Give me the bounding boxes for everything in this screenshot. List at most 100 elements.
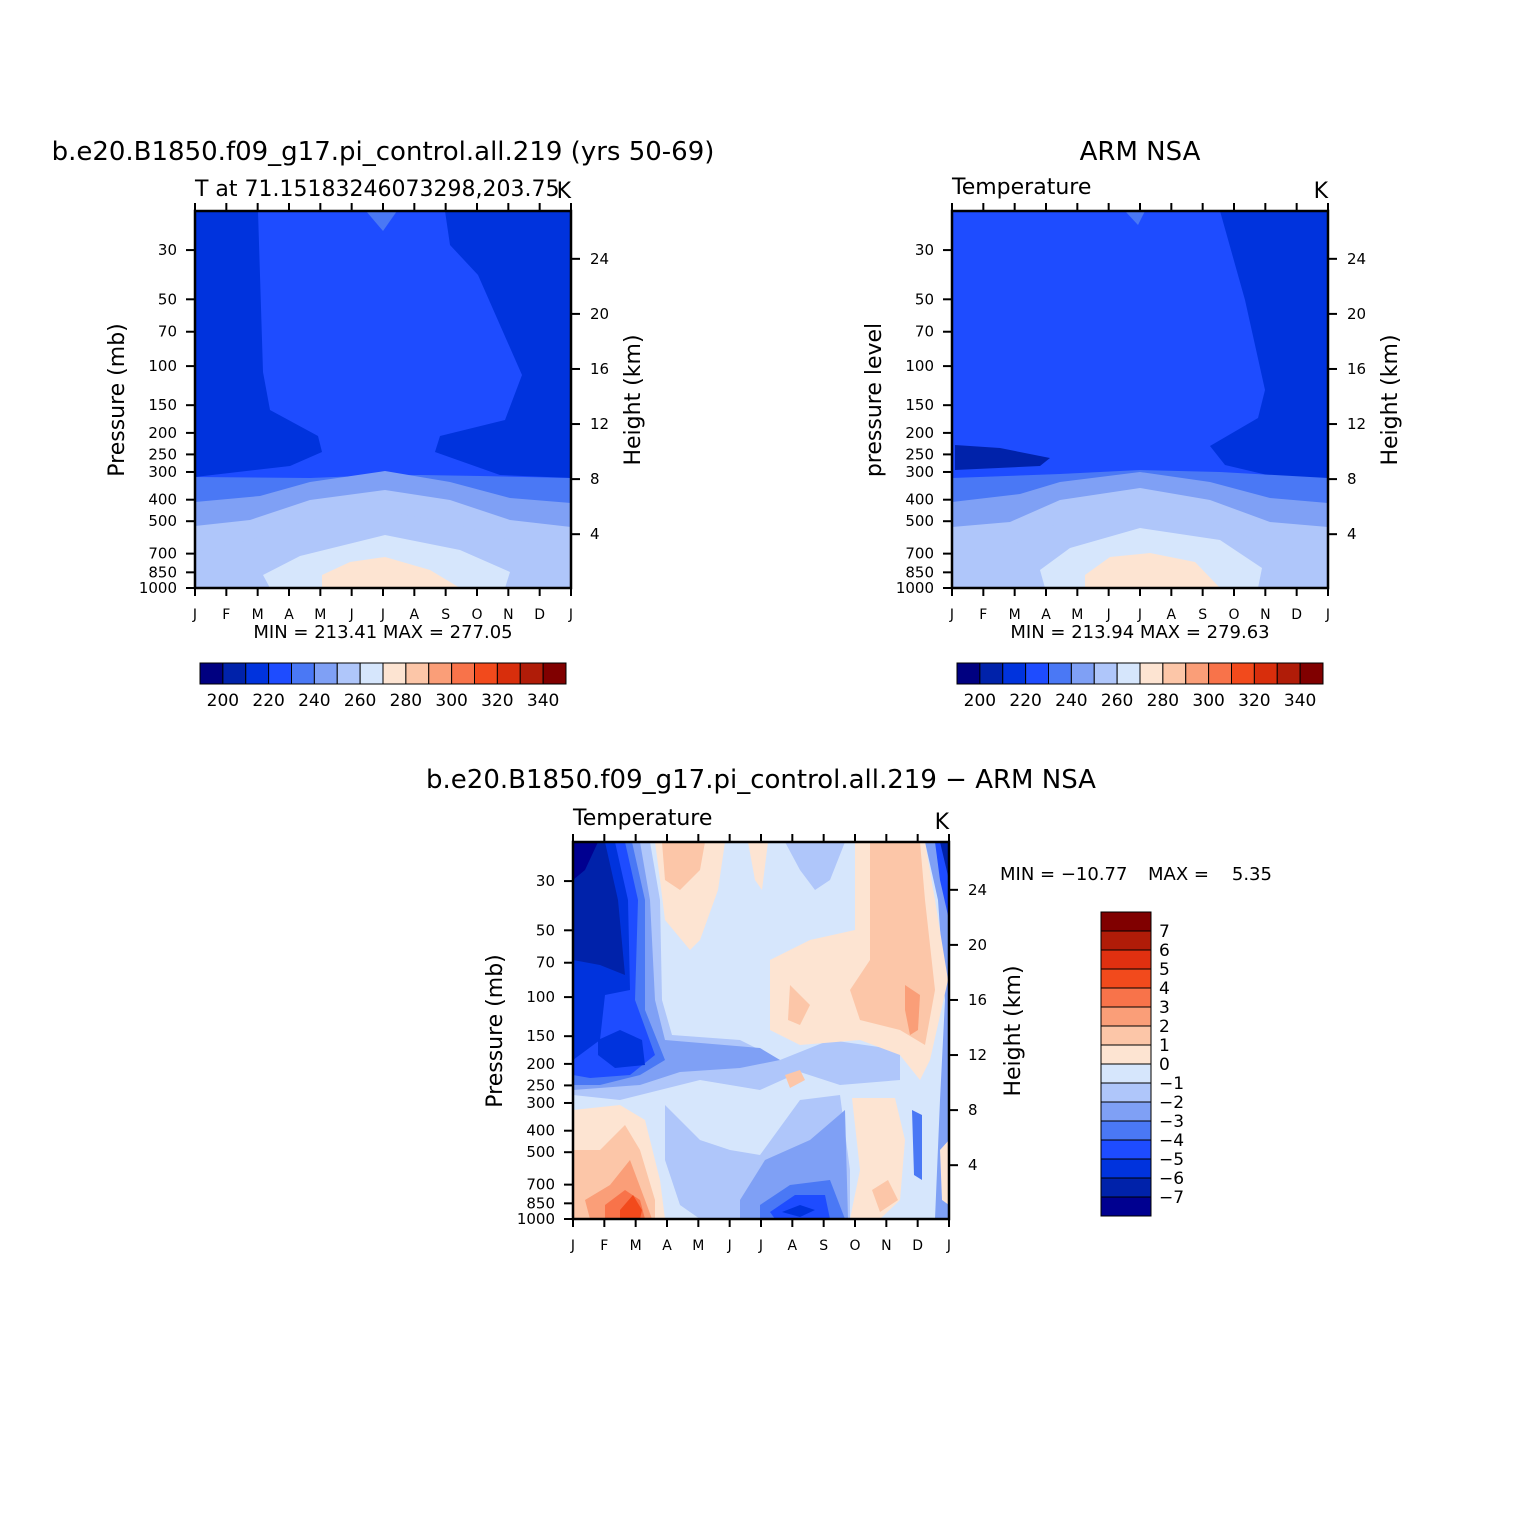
obs-subtitle: Temperature [951, 175, 1091, 200]
x-tick-label: J [949, 607, 954, 623]
colorbar-box [1208, 662, 1232, 685]
y2-tick-label: 12 [590, 415, 609, 433]
diff-subtitle: Temperature [572, 806, 712, 831]
colorbar-box [1100, 987, 1152, 1008]
y-tick-label: 200 [905, 424, 934, 442]
diff-max: MAX = 5.35 [1148, 864, 1272, 885]
colorbar-label: 280 [390, 691, 422, 711]
x-tick-label: J [758, 1238, 763, 1254]
colorbar-label: 200 [207, 691, 239, 711]
x-tick-label: A [1041, 607, 1051, 623]
y2-tick-label: 16 [590, 360, 609, 378]
colorbar-box [428, 662, 453, 685]
colorbar-label: −1 [1159, 1074, 1184, 1094]
colorbar-box [382, 662, 407, 685]
colorbar-label: 4 [1159, 979, 1170, 999]
y-tick-label: 70 [158, 323, 177, 341]
diff-title: b.e20.B1850.f09_g17.pi_control.all.219 −… [426, 765, 1096, 795]
x-tick-label: M [314, 607, 326, 623]
y-tick-label: 850 [526, 1194, 555, 1212]
y-tick-label: 700 [148, 545, 177, 563]
diff-contour-minus6-left [573, 842, 625, 975]
diff-contour-minus1-aug [785, 842, 845, 890]
colorbar-label: 260 [1101, 691, 1133, 711]
diff-contour-minus5-lowcenter [782, 1205, 815, 1217]
x-tick-label: J [192, 607, 197, 623]
colorbar-box [1048, 662, 1072, 685]
colorbar-box [1299, 662, 1324, 685]
y2-tick-label: 16 [1347, 360, 1366, 378]
y-tick-label: 100 [905, 357, 934, 375]
colorbar-box [1100, 1063, 1152, 1084]
colorbar-box [496, 662, 521, 685]
model-y-axis-label: Pressure (mb) [105, 323, 130, 477]
model-contour-290 [322, 557, 460, 588]
y-tick-label: 400 [905, 491, 934, 509]
obs-contour-strat [1125, 211, 1145, 225]
y-tick-label: 200 [148, 424, 177, 442]
diff-min: MIN = −10.77 [1000, 864, 1127, 885]
colorbar-label: 280 [1147, 691, 1179, 711]
y-tick-label: 250 [148, 445, 177, 463]
y-tick-label: 500 [905, 512, 934, 530]
diff-contour-plus1-aug [788, 985, 810, 1025]
colorbar-box [1100, 949, 1152, 970]
y2-tick-label: 24 [590, 250, 609, 268]
model-units: K [557, 179, 572, 204]
x-tick-label: S [1198, 607, 1207, 623]
x-tick-label: O [849, 1238, 860, 1254]
colorbar-box [405, 662, 430, 685]
y2-tick-label: 24 [968, 881, 987, 899]
y-tick-label: 1000 [896, 579, 934, 597]
diff-y-axis-label: Pressure (mb) [483, 954, 508, 1108]
x-tick-label: O [1228, 607, 1239, 623]
colorbar-box [1025, 662, 1049, 685]
obs-y2-axis-label: Height (km) [1378, 334, 1403, 465]
x-tick-label: J [570, 1238, 575, 1254]
y-tick-label: 100 [526, 988, 555, 1006]
obs-units: K [1314, 179, 1329, 204]
colorbar-box [245, 662, 270, 685]
colorbar-box [222, 662, 247, 685]
colorbar-label: −4 [1159, 1131, 1184, 1151]
y-tick-label: 50 [536, 921, 555, 939]
y-tick-label: 150 [526, 1027, 555, 1045]
x-tick-label: S [441, 607, 450, 623]
y-tick-label: 300 [148, 463, 177, 481]
x-tick-label: J [946, 1238, 951, 1254]
y2-tick-label: 4 [1347, 525, 1357, 543]
y2-tick-label: 20 [968, 936, 987, 954]
diff-panel: b.e20.B1850.f09_g17.pi_control.all.219 −… [426, 765, 1272, 1254]
colorbar-box [542, 662, 567, 685]
y-tick-label: 100 [148, 357, 177, 375]
obs-min-max: MIN = 213.94 MAX = 279.63 [1010, 622, 1269, 643]
x-tick-label: N [1260, 607, 1270, 623]
x-tick-label: F [222, 607, 230, 623]
diff-contour-minus-dec [912, 1110, 922, 1180]
colorbar-label: 5 [1159, 960, 1170, 980]
y-tick-label: 70 [536, 954, 555, 972]
x-tick-label: J [349, 607, 354, 623]
x-tick-label: F [979, 607, 987, 623]
colorbar-box [336, 662, 361, 685]
colorbar-box [1139, 662, 1164, 685]
colorbar-label: 240 [298, 691, 330, 711]
colorbar-box [1100, 1101, 1152, 1122]
colorbar-box [359, 662, 384, 685]
diff-y2-axis: 4 8 12 16 20 24 [949, 881, 987, 1174]
colorbar-label: 220 [1009, 691, 1041, 711]
colorbar-box [451, 662, 475, 685]
colorbar-box [474, 662, 498, 685]
y2-tick-label: 12 [1347, 415, 1366, 433]
x-tick-label: A [284, 607, 294, 623]
y2-tick-label: 4 [968, 1156, 978, 1174]
colorbar-box [1002, 662, 1027, 685]
model-title: b.e20.B1850.f09_g17.pi_control.all.219 (… [52, 137, 715, 167]
colorbar-box [1276, 662, 1301, 685]
diff-units: K [935, 810, 950, 835]
colorbar-box [1100, 1082, 1152, 1103]
